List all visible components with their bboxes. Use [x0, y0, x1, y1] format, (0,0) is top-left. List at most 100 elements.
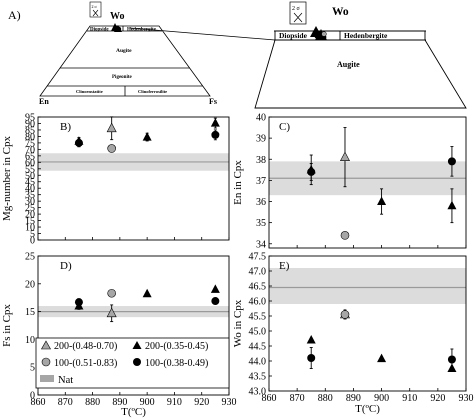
wo-label-small: Wo: [110, 11, 124, 22]
panel-d-label: D): [60, 260, 72, 272]
panel-b-point-triangle: [210, 118, 220, 127]
panel-c-ytick-label: 40: [256, 113, 266, 124]
panel-c-point-circle: [447, 157, 456, 166]
panel-b-point-triangle: [106, 122, 117, 133]
panel-b-ytick-label: 25: [25, 203, 35, 214]
panel-e-xtick-label: 920: [430, 393, 445, 404]
panel-d-ytick-label: 15: [25, 307, 35, 318]
panel-e-nat-band: [269, 268, 466, 304]
legend-item-black-circle: 100-(0.38-0.49): [133, 358, 208, 369]
legend-item-gray-circle: 100-(0.51-0.83): [41, 357, 117, 369]
panel-b-ytick-label: 80: [25, 132, 35, 143]
panel-e-ytick-label: 44.0: [249, 357, 267, 368]
field-clinoferrosilite: Clinoferrosilite: [138, 89, 167, 94]
quadrilateral-small: [39, 25, 211, 97]
field-augite-large: Augite: [337, 60, 360, 69]
panel-b-point-circle: [74, 138, 83, 147]
panel-b-ytick-label: 5: [30, 229, 35, 240]
panel-b-ytick-label: 45: [25, 177, 35, 188]
panel-c-point-triangle: [377, 196, 387, 206]
panel-d-point-circle: [74, 298, 83, 307]
panel-e-ytick-label: 46.5: [249, 282, 267, 293]
panel-d-xtick-label: 910: [167, 397, 182, 408]
panel-b-ytick-label: 85: [25, 125, 35, 136]
panel-e-xlabel: T(ºC): [355, 403, 380, 415]
panel-d: T(ºC) 0 5 10 15 20 25 860 870 880 890 900 910 920 930…: [1, 252, 237, 418]
panel-b-point-circle: [211, 130, 220, 139]
field-diopside-large: Diopside: [279, 31, 308, 40]
legend-label-black-triangle: 200-(0.35-0.45): [145, 341, 208, 352]
legend-label-gray-triangle: 200-(0.48-0.70): [54, 341, 117, 352]
panel-d-point-triangle: [106, 307, 117, 318]
panel-a: A) Wo En Fs Diopside Hedenbergite Augite…: [8, 1, 467, 109]
panel-e-xtick-label: 900: [374, 393, 389, 404]
legend-label-nat: Nat: [58, 375, 73, 386]
panel-d-xtick-label: 920: [194, 397, 209, 408]
panel-e-label: E): [279, 260, 290, 272]
legend-label-black-circle: 100-(0.38-0.49): [145, 358, 208, 369]
panel-c-ytick-label: 35: [256, 218, 266, 229]
panel-e: T(ºC) 43.0 43.5 44.0 44.5 45.0 45.5 46.0 46.5 47…: [232, 252, 474, 416]
panel-d-xtick-label: 890: [112, 397, 127, 408]
panel-c-ytick-label: 34: [256, 239, 266, 250]
panel-d-point-triangle: [142, 288, 152, 298]
panel-e-xtick-label: 890: [346, 393, 361, 404]
panel-e-frame: [268, 255, 467, 392]
field-augite-small: Augite: [116, 48, 132, 54]
panel-e-point-circle: [340, 310, 350, 319]
sigma-box-large: [289, 1, 307, 25]
panel-e-ytick-label: 43.5: [249, 372, 267, 383]
panel-b-ytick-label: 60: [25, 158, 35, 169]
legend-frame: [35, 337, 230, 389]
field-clinoenstatite: Clinoenstatite: [76, 89, 103, 94]
panel-d-xtick-label: 860: [31, 397, 46, 408]
panel-b-ylabel: Mg-number in Cpx: [1, 136, 13, 221]
sigma-cross-large: [293, 12, 303, 23]
panel-e-ytick-label: 47.0: [249, 267, 267, 278]
panel-c-ytick-label: 38: [256, 155, 266, 166]
panel-b-point-circle: [107, 144, 116, 153]
panel-d-xtick-label: 900: [140, 397, 155, 408]
panel-d-frame: [37, 255, 230, 396]
panel-b-frame: [37, 116, 230, 241]
quad-outline: [39, 25, 211, 97]
wo-label-large: Wo: [332, 6, 349, 18]
panel-e-xtick-label: 860: [262, 393, 277, 404]
panel-c-ytick-label: 37: [256, 176, 266, 187]
panel-c-point-circle: [307, 167, 316, 176]
panel-e-xtick-label: 930: [459, 393, 474, 404]
panel-b-ytick-label: 95: [25, 113, 35, 124]
legend-label-gray-circle: 100-(0.51-0.83): [54, 358, 117, 369]
panel-b-ytick-label: 65: [25, 151, 35, 162]
panel-b-ytick-label: 20: [25, 210, 35, 221]
panel-b-ytick-label: 90: [25, 119, 35, 130]
zoom-line: [129, 27, 276, 41]
panel-e-ytick-label: 46.0: [249, 297, 267, 308]
panel-e-point-triangle: [306, 335, 316, 344]
panel-e-ytick-label: 44.5: [249, 342, 267, 353]
zoom-outline: [254, 31, 467, 109]
panel-d-xtick-label: 870: [58, 397, 73, 408]
fs-label: Fs: [209, 97, 217, 106]
panel-b-label: B): [60, 121, 71, 133]
field-hedenbergite-small: Hedenbergite: [127, 28, 157, 33]
panel-b-ytick-label: 15: [25, 216, 35, 227]
panel-b-ytick-label: 70: [25, 145, 35, 156]
panel-c-point-circle: [340, 231, 350, 240]
panel-e-point-circle: [447, 355, 456, 364]
panel-e-ytick-label: 47.5: [249, 252, 267, 263]
panel-d-point-circle: [107, 288, 116, 298]
sigma-label-small: 2 σ: [92, 4, 98, 9]
field-pigeonite: Pigeonite: [112, 75, 132, 80]
data-cluster-small: [111, 23, 122, 32]
sigma-box-small: [89, 1, 102, 18]
panel-c-point-triangle: [339, 151, 350, 161]
legend-item-black-triangle: 200-(0.35-0.45): [132, 341, 208, 352]
panel-d-xtick-label: 880: [85, 397, 100, 408]
field-diopside-small: Diopside: [90, 28, 109, 33]
panel-e-ylabel: Wo in Cpx: [232, 299, 244, 347]
legend-item-nat: Nat: [40, 375, 73, 386]
panel-c-ylabel: En in Cpx: [232, 160, 244, 205]
sigma-cross-small: [92, 9, 99, 17]
panel-c-ytick-label: 39: [256, 134, 266, 145]
